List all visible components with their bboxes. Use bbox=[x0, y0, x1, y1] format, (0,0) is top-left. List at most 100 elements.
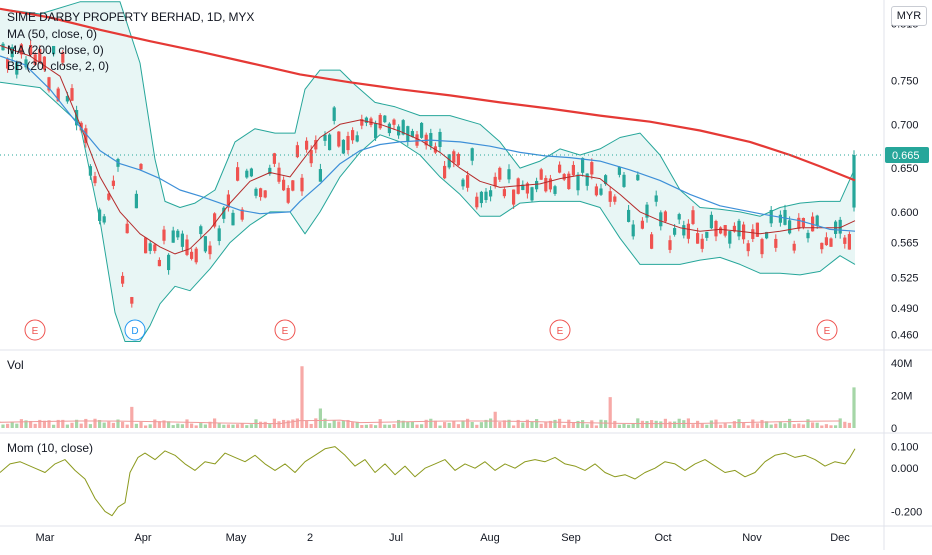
candle bbox=[180, 230, 184, 251]
volume-bar bbox=[277, 421, 281, 428]
candle bbox=[121, 272, 125, 287]
volume-bar bbox=[590, 420, 594, 428]
x-tick-label: Oct bbox=[654, 532, 671, 544]
volume-bar bbox=[801, 424, 805, 428]
candle-body bbox=[254, 188, 258, 196]
volume-bar bbox=[594, 425, 598, 428]
candle-body bbox=[52, 45, 56, 55]
volume-bar bbox=[719, 424, 723, 428]
volume-tick-label: 40M bbox=[891, 358, 912, 370]
volume-bar bbox=[144, 425, 148, 428]
legend-bb[interactable]: BB (20, close, 2, 0) bbox=[7, 59, 110, 73]
price-tick-label: 0.490 bbox=[891, 303, 919, 315]
candle bbox=[415, 131, 419, 148]
legend-ma50[interactable]: MA (50, close, 0) bbox=[7, 27, 98, 41]
candle bbox=[125, 219, 129, 234]
bollinger-fill bbox=[0, 1, 855, 342]
event-marker-e[interactable]: E bbox=[549, 319, 571, 341]
volume-bar bbox=[70, 422, 74, 428]
price-axis[interactable]: 0.6650.8150.7500.7000.6500.6000.5650.525… bbox=[36, 19, 929, 544]
volume-bar bbox=[843, 421, 847, 428]
volume-bar bbox=[102, 422, 106, 428]
momentum-pane[interactable] bbox=[0, 446, 856, 517]
candle-body bbox=[148, 243, 152, 251]
event-marker-label: E bbox=[824, 326, 831, 337]
candle-body bbox=[585, 173, 589, 186]
candle-body bbox=[645, 204, 649, 218]
volume-bar bbox=[383, 424, 387, 428]
x-tick-label: Nov bbox=[742, 532, 762, 544]
candle-body bbox=[452, 151, 456, 163]
volume-bar bbox=[820, 425, 824, 428]
candle-body bbox=[282, 179, 286, 191]
candle bbox=[654, 190, 658, 207]
candle-body bbox=[608, 191, 612, 202]
candle bbox=[203, 236, 207, 254]
candle bbox=[24, 56, 28, 70]
candle-body bbox=[659, 212, 663, 227]
event-marker-circle[interactable] bbox=[816, 319, 838, 341]
candle bbox=[539, 167, 543, 180]
currency-button[interactable]: MYR bbox=[891, 6, 927, 26]
event-marker-circle[interactable] bbox=[124, 319, 146, 341]
legend-ma200[interactable]: MA (200, close, 0) bbox=[7, 43, 104, 57]
candle bbox=[447, 154, 451, 170]
candle bbox=[558, 161, 562, 174]
candle-body bbox=[309, 150, 313, 164]
volume-bar bbox=[811, 422, 815, 428]
volume-bar bbox=[65, 424, 69, 428]
volume-bar bbox=[512, 425, 516, 428]
event-marker-d[interactable]: D bbox=[124, 319, 146, 341]
candle-body bbox=[558, 164, 562, 173]
volume-bar bbox=[755, 423, 759, 428]
volume-bar bbox=[456, 424, 460, 428]
volume-bar bbox=[268, 424, 272, 428]
candle-body bbox=[792, 243, 796, 251]
volume-bar bbox=[507, 419, 511, 428]
candle-body bbox=[102, 216, 106, 223]
event-marker-circle[interactable] bbox=[549, 319, 571, 341]
candle bbox=[512, 189, 516, 209]
event-marker-e[interactable]: E bbox=[24, 319, 46, 341]
volume-bar bbox=[484, 419, 488, 428]
candle bbox=[617, 166, 621, 178]
volume-bar bbox=[516, 419, 520, 428]
volume-bar bbox=[668, 421, 672, 428]
candle bbox=[470, 147, 474, 166]
volume-bar bbox=[162, 420, 166, 428]
candle-body bbox=[213, 213, 217, 227]
candle-body bbox=[719, 227, 723, 234]
event-marker-circle[interactable] bbox=[24, 319, 46, 341]
event-marker-e[interactable]: E bbox=[274, 319, 296, 341]
candle bbox=[226, 190, 230, 212]
event-marker-circle[interactable] bbox=[274, 319, 296, 341]
candle bbox=[746, 240, 750, 257]
price-pane[interactable] bbox=[0, 1, 884, 342]
event-marker-e[interactable]: E bbox=[816, 319, 838, 341]
volume-bar bbox=[728, 425, 732, 428]
candle-body bbox=[737, 220, 741, 237]
candle-body bbox=[548, 178, 552, 190]
candle-body bbox=[650, 234, 654, 249]
candle-body bbox=[470, 148, 474, 161]
candle-body bbox=[130, 297, 134, 304]
volume-bar bbox=[309, 423, 313, 428]
volume-bar bbox=[613, 420, 617, 428]
candle bbox=[167, 253, 171, 275]
candle bbox=[254, 187, 258, 199]
candle bbox=[84, 124, 88, 148]
candle bbox=[194, 246, 198, 265]
volume-bar bbox=[562, 424, 566, 428]
candle-body bbox=[15, 62, 19, 75]
candle-body bbox=[323, 134, 327, 141]
candle bbox=[663, 210, 667, 223]
volume-bar bbox=[397, 419, 401, 428]
volume-bar bbox=[369, 424, 373, 428]
candle-body bbox=[567, 173, 571, 190]
candle bbox=[475, 192, 479, 210]
volume-bar bbox=[139, 422, 143, 428]
volume-pane[interactable] bbox=[0, 366, 856, 428]
candle-body bbox=[613, 196, 617, 202]
candle-body bbox=[167, 254, 171, 271]
